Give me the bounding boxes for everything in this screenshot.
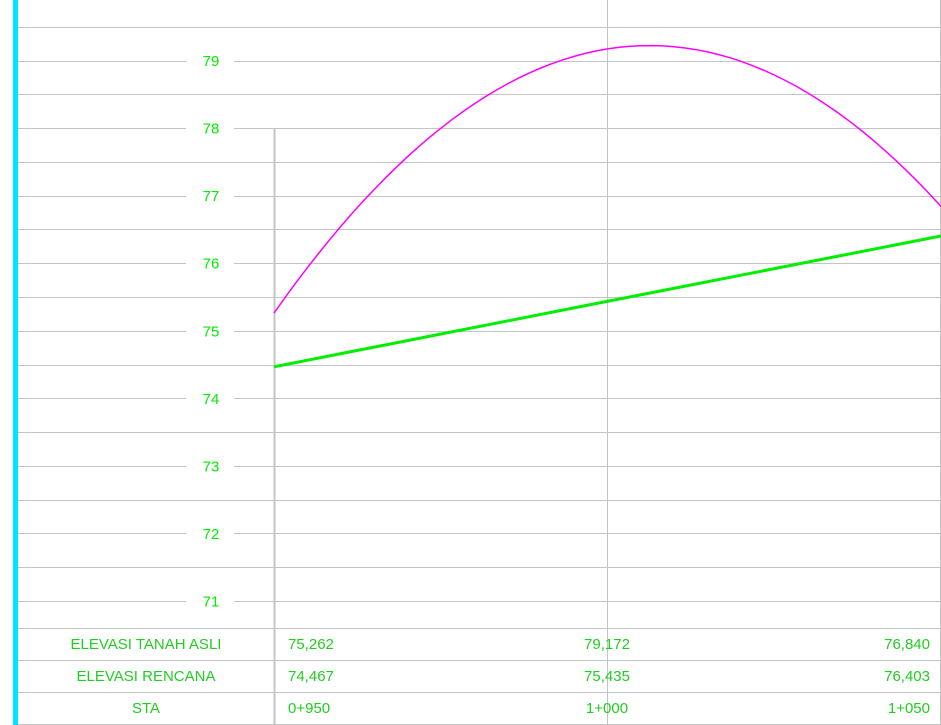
table-cell: 1+000 xyxy=(586,700,628,717)
grid-layer xyxy=(18,0,941,725)
y-tick-label: 75 xyxy=(203,323,220,340)
table-cell: 75,262 xyxy=(288,636,334,653)
table-cell: 75,435 xyxy=(584,668,630,685)
table-cell: 74,467 xyxy=(288,668,334,685)
y-tick-label: 79 xyxy=(203,53,220,70)
table-row-label: ELEVASI RENCANA xyxy=(77,668,216,685)
table-cell: 0+950 xyxy=(288,700,330,717)
y-tick-label: 74 xyxy=(203,391,220,408)
y-tick-label: 71 xyxy=(203,593,220,610)
y-tick-label: 73 xyxy=(203,458,220,475)
y-tick-labels: 80 79 78 77 76 75 74 73 72 71 xyxy=(203,0,220,610)
y-tick-label: 80 xyxy=(203,0,220,3)
data-table: ELEVASI TANAH ASLI 75,262 79,172 76,840 ELEV… xyxy=(18,628,941,725)
y-tick-label: 72 xyxy=(203,526,220,543)
elevasi-tanah-asli-line xyxy=(273,44,941,314)
table-cell: 76,403 xyxy=(884,668,930,685)
y-tick-label: 78 xyxy=(203,121,220,138)
y-tick-label: 77 xyxy=(203,188,220,205)
table-row-label: ELEVASI TANAH ASLI xyxy=(71,636,222,653)
table-cell: 76,840 xyxy=(884,636,930,653)
table-cell: 79,172 xyxy=(584,636,630,653)
table-cell: 1+050 xyxy=(888,700,930,717)
left-frame-bar xyxy=(13,0,18,725)
y-tick-label: 76 xyxy=(203,256,220,273)
table-row-label: STA xyxy=(132,700,160,717)
